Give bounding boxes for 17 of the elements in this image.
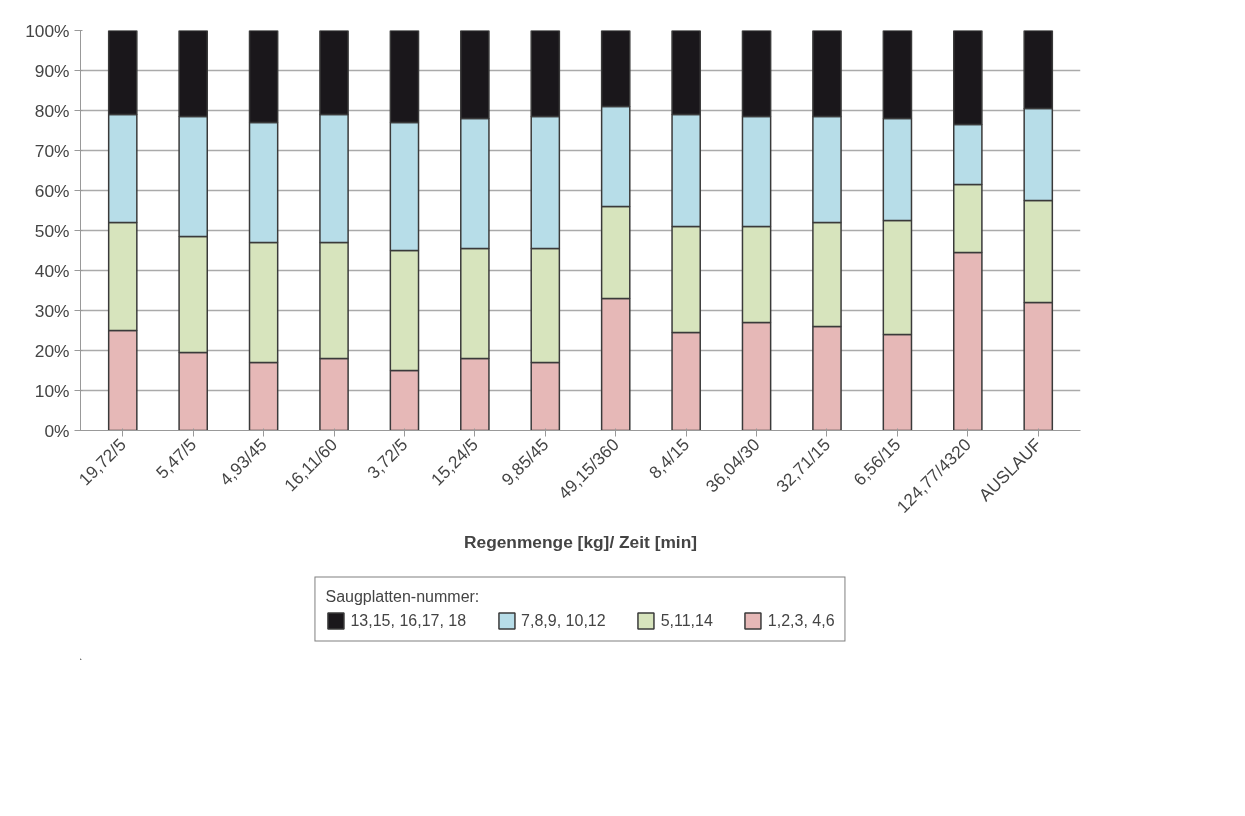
y-tick-label: 0%	[44, 420, 70, 441]
legend-label: 13,15, 16,17, 18	[350, 611, 467, 630]
legend-label: 7,8,9, 10,12	[521, 611, 606, 630]
y-tick-label: 100%	[25, 20, 70, 41]
y-tick-label: 60%	[34, 180, 70, 201]
y-tick-label: 90%	[34, 60, 70, 81]
y-tick-label: 30%	[34, 300, 70, 321]
y-tick-label: 80%	[34, 100, 70, 121]
y-tick-label: 50%	[34, 220, 70, 241]
legend-title: Saugplatten-nummer:	[325, 587, 481, 606]
legend-label: 1,2,3, 4,6	[767, 611, 835, 630]
y-tick-label: 40%	[34, 260, 70, 281]
y-tick-label: 20%	[34, 340, 70, 361]
legend-label: 5,11,14	[660, 611, 713, 630]
x-axis-title: Regenmenge [kg]/ Zeit [min]	[464, 531, 697, 552]
y-tick-label: 10%	[34, 380, 70, 401]
y-tick-label: 70%	[34, 140, 70, 161]
